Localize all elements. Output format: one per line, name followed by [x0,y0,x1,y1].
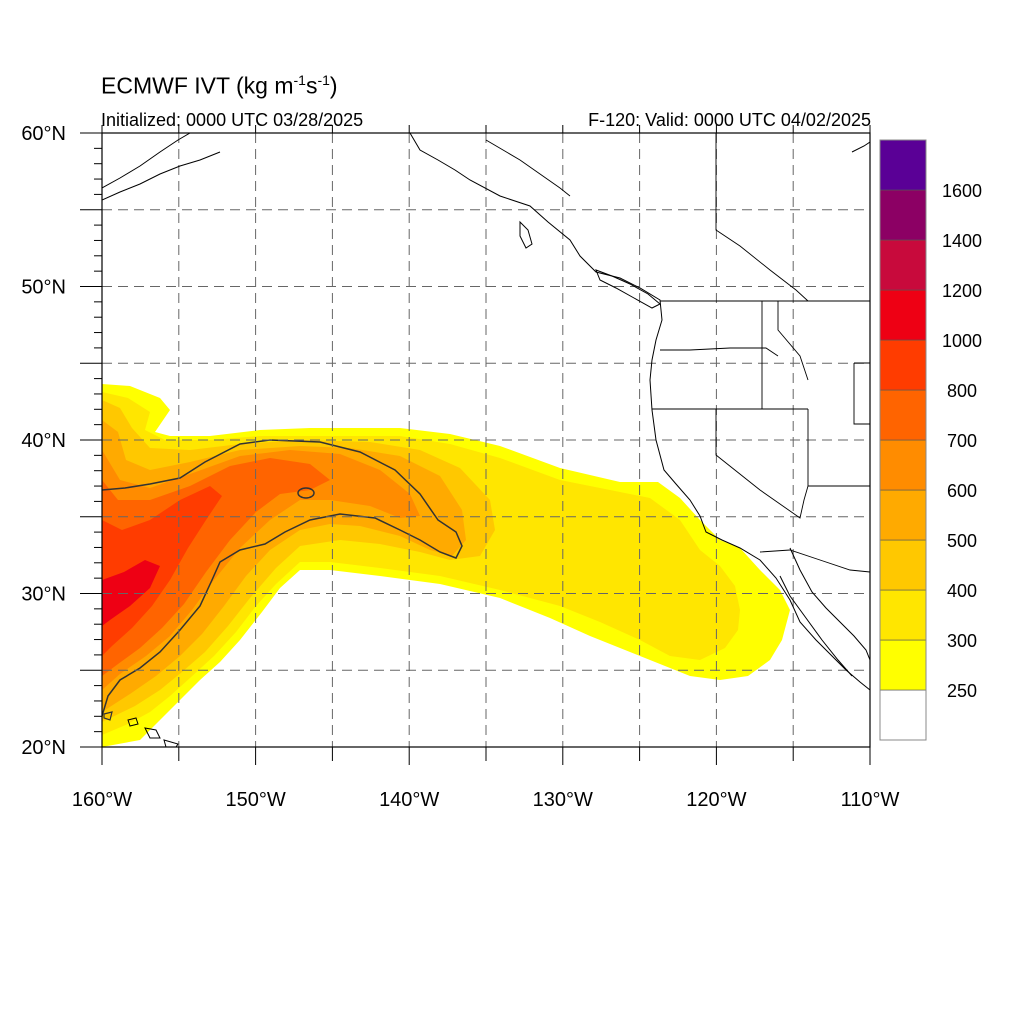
ivt-800-region [102,486,222,656]
island-contour [103,711,113,721]
ivt-700-region [102,458,330,676]
colorbar-swatch [879,289,927,341]
alaska-canada-border [485,139,571,197]
colorbar-swatch [879,139,927,191]
alaska-coast [102,133,191,189]
colorbar-label: 1600 [942,181,982,201]
ivt-contour [102,439,463,721]
longitude-labels: 160°W 150°W 140°W 130°W 120°W 110°W [72,789,900,811]
lon-label: 130°W [533,789,593,811]
alaska-peninsula [102,151,221,201]
lon-label: 150°W [225,789,285,811]
lon-label: 110°W [841,789,900,811]
lat-label: 60°N [21,123,66,145]
colorbar: 250 300 400 500 600 700 800 1000 1200 1400 1600 [879,139,982,741]
ivt-contour-line [102,439,463,717]
lon-label: 120°W [686,789,746,811]
colorbar-swatch [879,239,927,291]
lat-label: 40°N [21,430,66,452]
colorbar-swatch [879,339,927,391]
colorbar-frame [879,139,927,741]
colorbar-swatch [879,389,927,441]
baja-inner-coast [779,575,853,677]
colorbar-swatch [879,589,927,641]
colorbar-label: 400 [947,581,977,601]
hawaii-island-3 [163,739,179,747]
colorbar-label: 300 [947,631,977,651]
california-nevada-border [715,409,809,519]
hawaii-island-2 [144,727,161,739]
colorbar-swatch [879,189,927,241]
initialized-label: Initialized: 0000 UTC 03/28/2025 [101,110,364,130]
colorbar-label: 500 [947,531,977,551]
ivt-contour-closed [297,487,315,499]
colorbar-label: 1200 [942,281,982,301]
coastlines [102,133,870,747]
axis-ticks [80,125,871,765]
colorbar-label: 1000 [942,331,982,351]
colorbar-label: 800 [947,381,977,401]
valid-time-label: F-120: Valid: 0000 UTC 04/02/2025 [588,110,871,130]
haida-gwaii [519,220,533,249]
map-title: ECMWF IVT (kg m-1s-1) [101,72,338,99]
political-borders [485,133,870,573]
colorbar-swatch [879,639,927,691]
washington-oregon-border [660,347,779,357]
colorbar-label: 250 [947,681,977,701]
colorbar-swatch [879,539,927,591]
ivt-shading [102,384,790,747]
vancouver-island [595,269,661,309]
lat-label: 30°N [21,584,66,606]
british-columbia-alberta-border [715,133,809,302]
colorbar-swatch [879,689,927,741]
gulf-of-california-coast [789,547,870,661]
us-mexico-border [759,549,870,573]
latitude-labels: 60°N 50°N 40°N 30°N 20°N [21,123,66,759]
colorbar-label: 1400 [942,231,982,251]
lon-label: 160°W [72,789,132,811]
colorbar-swatch [879,439,927,491]
colorbar-label: 600 [947,481,977,501]
lat-label: 20°N [21,737,66,759]
colorbar-swatch [879,489,927,541]
lat-label: 50°N [21,277,66,299]
hudson-area-coast [851,141,870,153]
lon-label: 140°W [379,789,439,811]
north-america-coast [409,133,870,691]
wyoming-border [853,362,870,425]
ivt-1000-region [102,560,160,626]
hawaii-island-1 [127,717,139,727]
montana-idaho-border [777,301,809,381]
colorbar-label: 700 [947,431,977,451]
